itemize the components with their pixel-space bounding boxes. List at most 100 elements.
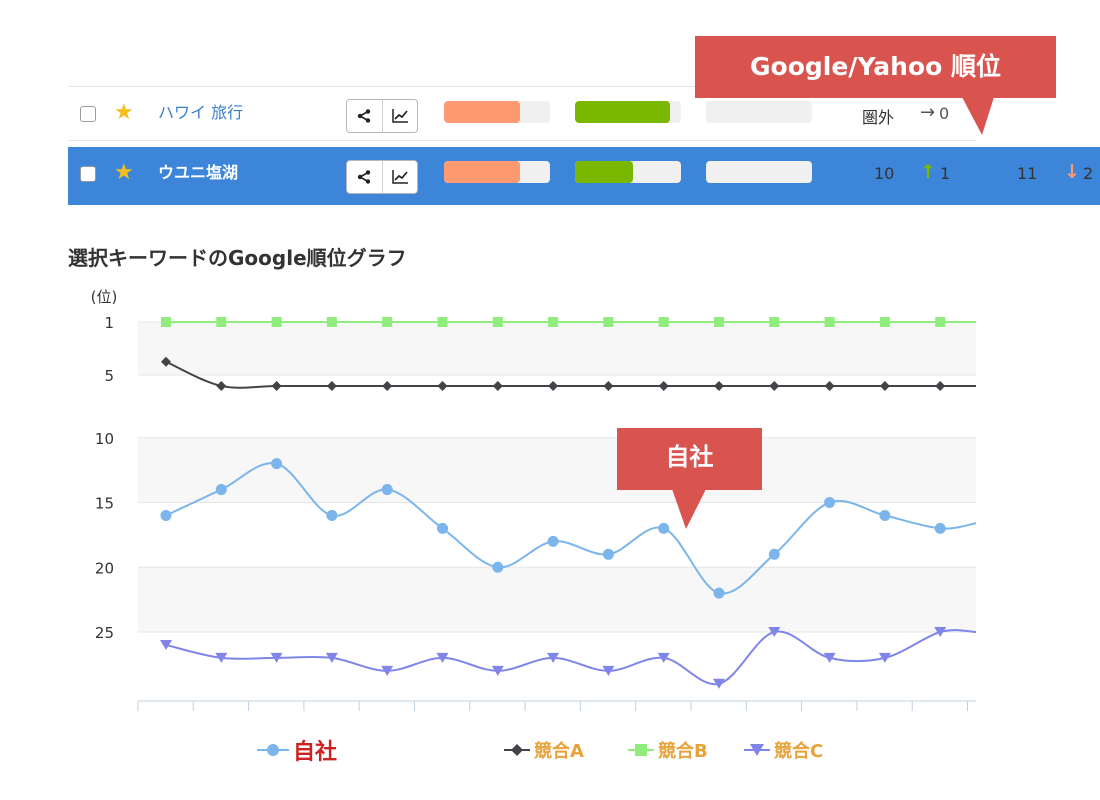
legend-label: 競合B <box>658 741 708 762</box>
action-button-group <box>346 160 418 194</box>
metric-bar-1 <box>444 101 550 123</box>
chart-band <box>138 567 976 632</box>
data-point <box>935 317 946 327</box>
data-point <box>603 317 614 327</box>
legend-label: 競合C <box>774 741 824 762</box>
data-point <box>769 380 780 391</box>
legend-diamond-marker <box>504 744 530 756</box>
data-point <box>548 317 559 327</box>
data-point <box>216 380 227 391</box>
data-point <box>215 484 227 496</box>
data-point <box>824 497 836 508</box>
legend-item-competitor-b[interactable]: 競合B <box>626 737 708 763</box>
data-point <box>603 380 614 391</box>
share-icon[interactable] <box>347 161 382 193</box>
data-point <box>879 380 890 391</box>
data-point <box>824 317 835 327</box>
callout-pointer <box>962 97 994 135</box>
data-point <box>768 548 780 560</box>
data-point <box>326 317 337 327</box>
data-point <box>382 380 393 391</box>
star-icon[interactable]: ★ <box>114 160 134 185</box>
data-point <box>270 652 283 663</box>
google-rank: 10 <box>874 164 895 183</box>
y-tick-label: 15 <box>95 495 114 513</box>
own-company-callout: 自社 <box>617 428 762 490</box>
data-point <box>714 317 724 327</box>
data-point <box>436 652 449 663</box>
data-point <box>714 380 724 391</box>
chart-band <box>138 437 976 503</box>
chart-title: 選択キーワードのGoogle順位グラフ <box>68 246 407 270</box>
data-point <box>547 652 560 663</box>
data-point <box>160 509 172 521</box>
data-point <box>713 678 725 689</box>
data-point <box>602 548 614 560</box>
data-point <box>935 380 946 391</box>
arrow-down-icon: ↓ <box>1064 161 1080 183</box>
data-point <box>491 665 504 676</box>
data-point <box>823 652 836 663</box>
series-competitor-c-line <box>165 629 977 686</box>
data-point <box>769 317 780 327</box>
data-point <box>934 627 947 637</box>
legend-item-own[interactable]: 自社 <box>255 734 337 766</box>
data-point <box>437 380 448 391</box>
metric-bar-2 <box>575 101 681 123</box>
keyword-link[interactable]: ウユニ塩湖 <box>158 163 239 182</box>
data-point <box>325 652 338 663</box>
table-top-border <box>68 86 976 87</box>
google-rank-change: 0 <box>939 104 950 123</box>
data-point <box>658 317 669 327</box>
data-point <box>216 317 227 327</box>
rank-header-callout: Google/Yahoo 順位 <box>695 36 1056 98</box>
data-point <box>657 652 670 663</box>
data-point <box>879 317 890 327</box>
y-axis-label: (位) <box>91 288 118 306</box>
series-competitor-a-line <box>165 360 976 389</box>
data-point <box>492 380 503 391</box>
data-point <box>437 317 448 327</box>
arrow-right-icon: → <box>920 102 936 123</box>
row-checkbox[interactable] <box>80 106 96 122</box>
y-tick-label: 1 <box>104 314 114 332</box>
data-point <box>602 665 615 676</box>
trend-chart-icon[interactable] <box>381 100 418 132</box>
share-icon[interactable] <box>347 100 382 132</box>
data-point <box>768 627 781 637</box>
data-point <box>161 356 171 367</box>
legend-item-competitor-a[interactable]: 競合A <box>502 737 584 763</box>
data-point <box>215 652 228 663</box>
data-point <box>326 380 337 391</box>
y-tick-label: 20 <box>95 559 114 577</box>
y-tick-label: 10 <box>95 430 114 448</box>
metric-bar-3 <box>706 101 812 123</box>
series-own-line <box>165 462 977 595</box>
data-point <box>492 317 503 327</box>
data-point <box>437 522 448 534</box>
data-point <box>879 509 891 521</box>
y-tick-label: 5 <box>104 367 114 385</box>
metric-bar-3 <box>706 161 812 183</box>
trend-chart-icon[interactable] <box>381 161 418 193</box>
data-point <box>160 639 172 650</box>
data-point <box>713 587 725 599</box>
data-point <box>492 561 504 573</box>
yahoo-rank: 11 <box>1017 164 1038 183</box>
google-rank: 圏外 <box>862 108 895 127</box>
data-point <box>824 380 835 391</box>
data-point <box>271 380 282 391</box>
metric-bar-2 <box>575 161 681 183</box>
y-tick-label: 25 <box>95 624 114 642</box>
legend-label: 競合A <box>534 741 584 762</box>
legend-item-competitor-c[interactable]: 競合C <box>742 737 823 763</box>
row-checkbox[interactable] <box>80 166 96 182</box>
legend-circle-marker <box>257 744 289 756</box>
star-icon[interactable]: ★ <box>114 100 134 125</box>
keyword-link[interactable]: ハワイ 旅行 <box>158 103 244 122</box>
arrow-up-icon: ↑ <box>920 161 936 183</box>
data-point <box>934 522 946 534</box>
google-rank-change: 1 <box>940 164 951 183</box>
data-point <box>161 317 171 327</box>
